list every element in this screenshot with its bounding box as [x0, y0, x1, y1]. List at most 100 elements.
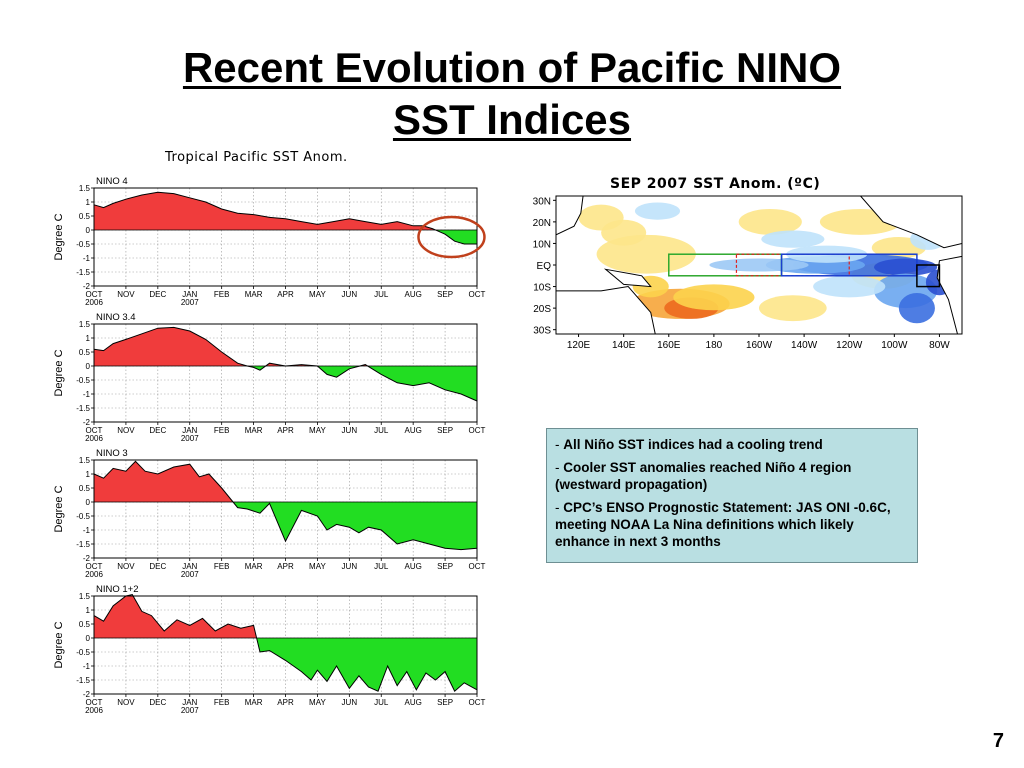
series-line — [93, 326, 478, 402]
lon-tick-label: 120E — [567, 340, 591, 351]
note-item: - All Niño SST indices had a cooling tre… — [555, 437, 823, 452]
x-tick-label: 2006 — [85, 298, 103, 306]
lon-tick-label: 100W — [881, 340, 908, 351]
slide-title-line-2: SST Indices — [392, 96, 632, 143]
x-tick-label: JAN — [182, 562, 197, 571]
y-tick-label: -2 — [83, 418, 91, 427]
y-tick-label: -0.5 — [76, 240, 90, 249]
x-tick-label: JUN — [342, 290, 358, 299]
lon-tick-label: 80W — [929, 340, 950, 351]
x-tick-label: FEB — [214, 562, 230, 571]
series-line — [93, 594, 478, 693]
x-tick-label: MAR — [245, 698, 263, 707]
x-tick-label: FEB — [214, 290, 230, 299]
x-tick-label: APR — [277, 426, 294, 435]
x-tick-label: APR — [277, 290, 294, 299]
x-tick-label: SEP — [437, 290, 453, 299]
y-tick-label: 1.5 — [79, 320, 91, 329]
y-axis-label: Degree C — [53, 213, 65, 260]
y-tick-label: 0.5 — [79, 484, 91, 493]
positive-area — [94, 596, 477, 638]
x-tick-label: 2007 — [181, 570, 199, 579]
y-axis-label: Degree C — [53, 621, 65, 668]
y-tick-label: 1.5 — [79, 456, 91, 465]
sst-anomaly-patch — [898, 293, 935, 324]
x-tick-label: MAR — [245, 290, 263, 299]
sst-anomaly-patch — [709, 258, 809, 272]
x-tick-label: MAR — [245, 562, 263, 571]
sst-anomaly-patch — [759, 295, 827, 322]
lat-tick-label: 20N — [533, 218, 551, 229]
series-title: NINO 3 — [96, 448, 128, 459]
y-tick-label: 0.5 — [79, 212, 91, 221]
x-tick-label: NOV — [117, 290, 135, 299]
x-tick-label: SEP — [437, 426, 453, 435]
x-tick-label: MAR — [245, 426, 263, 435]
x-tick-label: JUN — [342, 426, 358, 435]
sst-anomaly-patch — [673, 284, 755, 311]
y-tick-label: -1.5 — [76, 268, 90, 277]
lon-tick-label: 120W — [836, 340, 863, 351]
positive-area — [94, 192, 477, 230]
slide-title-line-1: Recent Evolution of Pacific NINO — [182, 44, 842, 91]
y-tick-label: 0 — [86, 362, 91, 371]
y-tick-label: -2 — [83, 690, 91, 699]
x-tick-label: NOV — [117, 698, 135, 707]
y-tick-label: 0.5 — [79, 620, 91, 629]
x-tick-label: 2007 — [181, 298, 199, 306]
series-title: NINO 4 — [96, 176, 128, 187]
lon-tick-label: 140W — [791, 340, 818, 351]
map-title: SEP 2007 SST Anom. (ºC) — [610, 176, 821, 192]
x-tick-label: FEB — [214, 426, 230, 435]
x-tick-label: JUL — [374, 426, 389, 435]
sst-anomaly-patch — [761, 230, 825, 248]
x-tick-label: JUL — [374, 290, 389, 299]
y-tick-label: -1 — [83, 526, 91, 535]
x-tick-label: JAN — [182, 290, 197, 299]
note-item: - CPC’s ENSO Prognostic Statement: JAS O… — [555, 500, 891, 549]
x-tick-label: DEC — [149, 698, 166, 707]
x-tick-label: JUN — [342, 698, 358, 707]
y-tick-label: 0 — [86, 226, 91, 235]
x-tick-label: AUG — [404, 562, 421, 571]
y-tick-label: -1 — [83, 662, 91, 671]
x-tick-label: 2006 — [85, 570, 103, 579]
x-tick-label: OCT — [86, 698, 103, 707]
lat-tick-label: 30N — [533, 196, 551, 207]
lat-tick-label: 10N — [533, 239, 551, 250]
x-tick-label: APR — [277, 698, 294, 707]
sst-anomaly-patch — [634, 202, 681, 220]
y-tick-label: -0.5 — [76, 648, 90, 657]
lat-tick-label: EQ — [537, 261, 552, 272]
x-tick-label: 2007 — [181, 706, 199, 715]
lat-tick-label: 30S — [533, 326, 551, 337]
negative-area — [94, 638, 477, 692]
x-tick-label: AUG — [404, 426, 421, 435]
x-tick-label: JUN — [342, 562, 358, 571]
x-tick-label: NOV — [117, 562, 135, 571]
y-tick-label: -2 — [83, 282, 91, 291]
x-tick-label: 2007 — [181, 434, 199, 443]
sst-anomaly-patch — [874, 258, 938, 276]
x-tick-label: 2006 — [85, 706, 103, 715]
x-tick-label: SEP — [437, 562, 453, 571]
x-tick-label: DEC — [149, 562, 166, 571]
note-text: Cooler SST anomalies reached Niño 4 regi… — [555, 460, 852, 492]
lon-tick-label: 160E — [657, 340, 681, 351]
lat-tick-label: 10S — [533, 283, 551, 294]
series-line — [93, 460, 478, 551]
negative-area — [94, 502, 477, 550]
slide-title: Recent Evolution of Pacific NINO SST Ind… — [0, 42, 1024, 146]
y-tick-label: 0 — [86, 634, 91, 643]
x-tick-label: MAY — [309, 698, 326, 707]
x-tick-label: SEP — [437, 698, 453, 707]
x-tick-label: DEC — [149, 290, 166, 299]
x-tick-label: 2006 — [85, 434, 103, 443]
x-tick-label: OCT — [86, 290, 103, 299]
x-tick-label: MAY — [309, 426, 326, 435]
series-title: NINO 1+2 — [96, 584, 139, 595]
